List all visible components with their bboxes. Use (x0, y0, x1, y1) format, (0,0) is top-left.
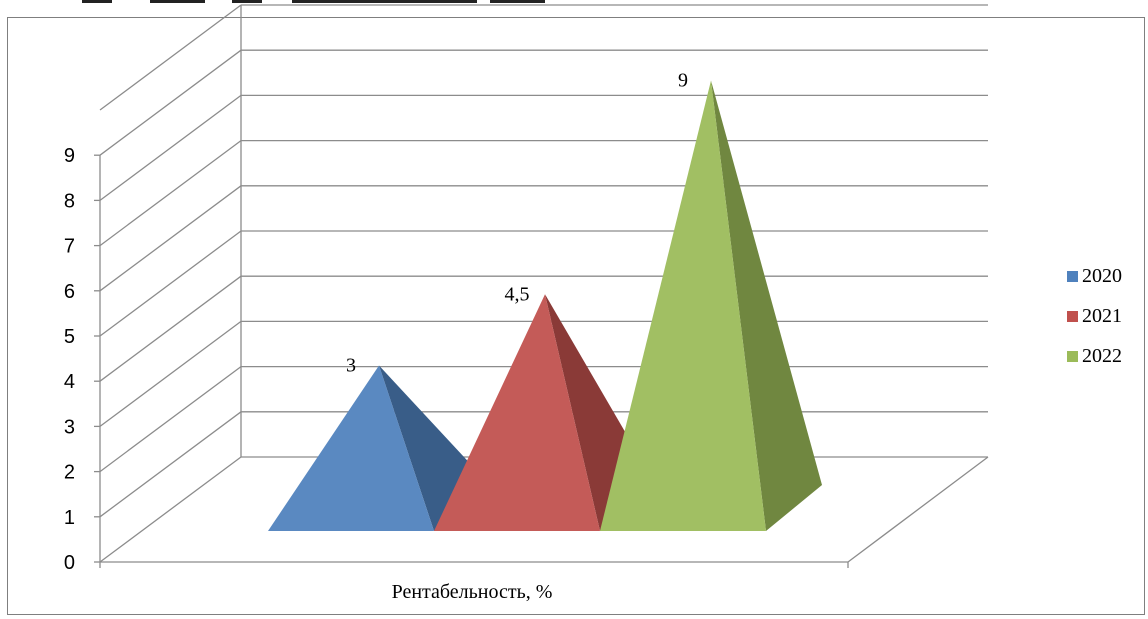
data-label-2020: 3 (346, 355, 356, 377)
legend: 2020 2021 2022 (1067, 265, 1122, 367)
y-tick-label: 4 (64, 371, 75, 393)
gridline-side (99, 320, 242, 427)
y-tick-label: 5 (64, 326, 75, 348)
pyramid-front-face (600, 80, 766, 531)
legend-label-2021: 2021 (1082, 305, 1122, 327)
legend-label-2020: 2020 (1082, 265, 1122, 287)
y-tick-label: 6 (64, 281, 75, 303)
legend-label-2022: 2022 (1082, 345, 1122, 367)
y-tick-label: 9 (64, 145, 75, 167)
legend-swatch-2021 (1067, 311, 1078, 322)
axes (99, 155, 849, 568)
legend-swatch-2020 (1067, 271, 1078, 282)
pyramid-bars (268, 80, 822, 531)
gridline-side (99, 456, 242, 563)
gridline-side (99, 411, 242, 518)
legend-swatch-2022 (1067, 351, 1078, 362)
y-tick-label: 0 (64, 552, 75, 574)
gridline-side (99, 230, 242, 337)
pyramid-front-face (268, 365, 434, 531)
y-tick-label: 2 (64, 462, 75, 484)
y-tick-label: 1 (64, 507, 75, 529)
y-tick-labels: 0 1 2 3 4 5 6 7 8 9 (64, 145, 100, 574)
gridline-side (99, 185, 242, 292)
y-tick-label: 3 (64, 416, 75, 438)
pyramid-side-face (711, 80, 822, 531)
gridline-side (99, 366, 242, 473)
pyramid-2022 (600, 80, 822, 531)
y-tick-label: 7 (64, 236, 75, 258)
data-label-2021: 4,5 (505, 283, 530, 305)
cropped-heading-fragment (0, 0, 1148, 10)
gridline-side (99, 275, 242, 382)
x-axis-category-label: Рентабельность, % (392, 581, 553, 603)
data-labels: 34,59 (346, 70, 688, 377)
y-tick-label: 8 (64, 190, 75, 212)
gridline-side (99, 94, 242, 201)
gridline-side (99, 4, 242, 111)
gridline-side (99, 140, 242, 247)
gridline-side (99, 49, 242, 156)
pyramid-front-face (434, 294, 600, 531)
data-label-2022: 9 (678, 70, 688, 92)
